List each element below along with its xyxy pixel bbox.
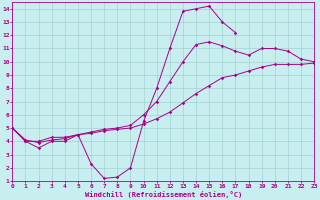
X-axis label: Windchill (Refroidissement éolien,°C): Windchill (Refroidissement éolien,°C) xyxy=(84,191,242,198)
